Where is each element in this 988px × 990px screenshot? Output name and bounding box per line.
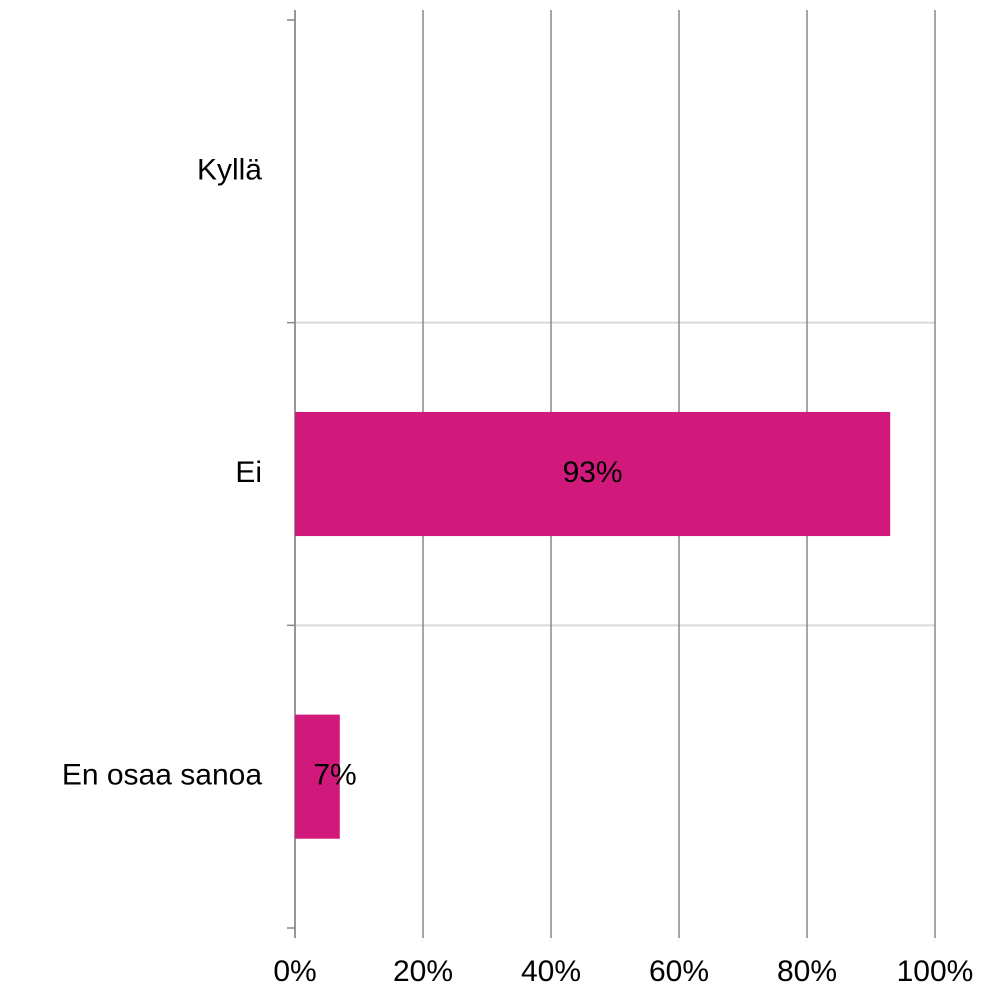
- x-tick-label: 100%: [897, 955, 974, 988]
- x-tick-label: 80%: [777, 955, 837, 988]
- x-tick-label: 20%: [393, 955, 453, 988]
- x-tick-label: 40%: [521, 955, 581, 988]
- bar: [295, 411, 891, 537]
- y-tick-label: Ei: [235, 456, 262, 489]
- data-label: 93%: [563, 456, 623, 489]
- data-label: 7%: [313, 759, 356, 792]
- bar: [295, 714, 340, 839]
- y-tick-label: Kyllä: [197, 153, 262, 186]
- y-tick-label: En osaa sanoa: [62, 759, 262, 792]
- x-tick-label: 0%: [273, 955, 316, 988]
- x-tick-label: 60%: [649, 955, 709, 988]
